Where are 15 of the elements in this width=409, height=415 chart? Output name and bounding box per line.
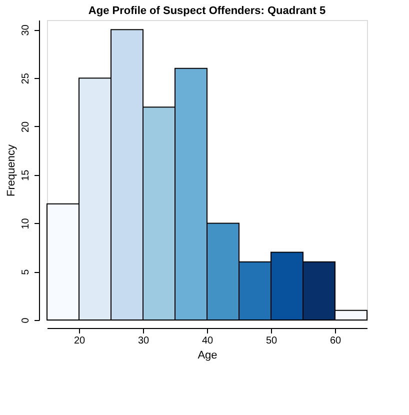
y-tick-label: 20 (20, 120, 32, 133)
y-axis-title: Frequency (6, 144, 18, 196)
y-tick-label: 30 (20, 24, 32, 36)
x-tick-label: 40 (202, 336, 214, 346)
x-axis-title: Age (198, 350, 218, 362)
y-tick-label: 5 (20, 268, 32, 275)
chart-title: Age Profile of Suspect Offenders: Quadrant 5 (88, 5, 326, 17)
y-tick-label: 10 (20, 218, 32, 230)
y-tick-label: 25 (20, 72, 32, 84)
x-tick-label: 50 (266, 336, 278, 346)
x-tick-label: 30 (138, 336, 150, 346)
y-tick-label: 0 (20, 317, 32, 324)
x-tick-label: 20 (74, 336, 86, 346)
x-tick-label: 60 (330, 336, 342, 346)
y-tick-label: 15 (20, 169, 32, 181)
